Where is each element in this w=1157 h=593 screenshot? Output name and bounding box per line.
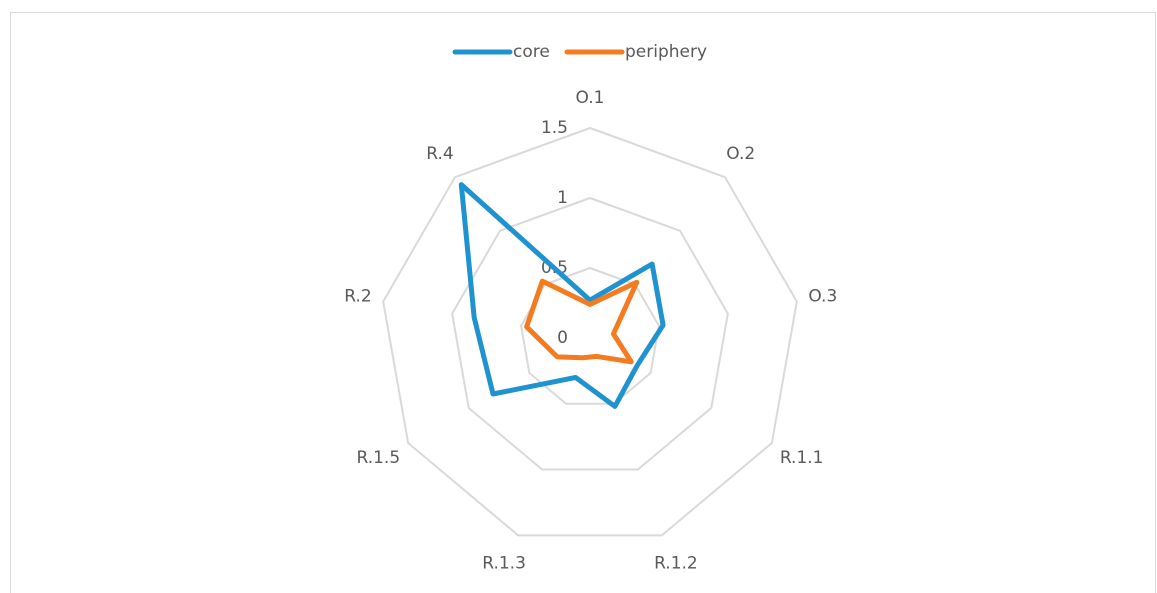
category-label: O.3 bbox=[808, 286, 837, 306]
grid-ring bbox=[382, 126, 798, 537]
category-label: R.1.5 bbox=[356, 448, 400, 468]
category-label: R.1.2 bbox=[654, 554, 698, 574]
category-label: R.1.1 bbox=[780, 448, 824, 468]
y-tick-label: 1 bbox=[557, 188, 568, 208]
grid-ring bbox=[451, 196, 729, 471]
legend-label: periphery bbox=[625, 42, 707, 62]
y-tick-label: 1.5 bbox=[541, 118, 568, 138]
category-label: O.2 bbox=[726, 144, 755, 164]
category-label: R.2 bbox=[344, 286, 371, 306]
series-line bbox=[458, 182, 666, 409]
series-line bbox=[524, 278, 640, 365]
legend-label: core bbox=[513, 42, 550, 62]
category-label: R.1.3 bbox=[482, 554, 526, 574]
y-tick-label: 0 bbox=[557, 328, 568, 348]
category-label: R.4 bbox=[426, 144, 453, 164]
category-label: O.1 bbox=[576, 88, 605, 108]
